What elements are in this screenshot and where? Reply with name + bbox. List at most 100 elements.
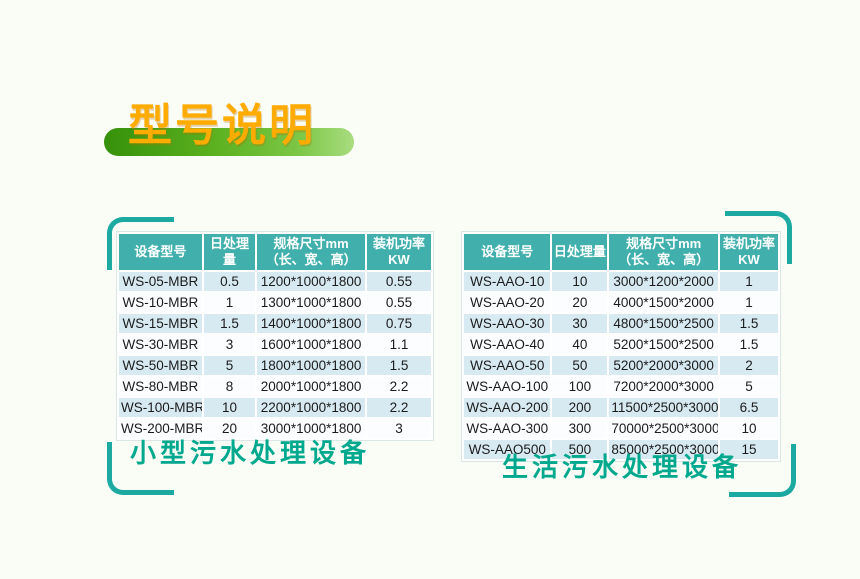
frame-corner-bottom-right-icon [729, 444, 796, 497]
table-cell: 15 [717, 438, 781, 461]
table-cell: 1 [717, 291, 781, 314]
table-cell: 3 [201, 333, 258, 356]
column-header: 装机功率 KW [365, 232, 433, 272]
table-row: WS-80-MBR 8 2000*1000*1800 2.2 [117, 375, 433, 398]
frame-corner-top-left-icon [107, 217, 174, 270]
table-cell: 50 [550, 354, 610, 377]
table-cell: 3 [365, 417, 433, 440]
table-cell: WS-30-MBR [117, 333, 204, 356]
table-cell: WS-AAO-300 [461, 417, 553, 440]
table-row: WS-AAO-40 40 5200*1500*2500 1.5 [461, 333, 781, 356]
small-equipment-caption: 小型污水处理设备 [130, 438, 371, 468]
table-cell: WS-AAO-100 [461, 375, 553, 398]
table-cell: 10 [717, 417, 781, 440]
table-cell: 5200*1500*2500 [607, 333, 720, 356]
table-row: WS-AAO-30 30 4800*1500*2500 1.5 [461, 312, 781, 335]
column-header: 设备型号 [117, 232, 204, 272]
table-cell: 20 [550, 291, 610, 314]
table-cell: WS-AAO-50 [461, 354, 553, 377]
table-cell: WS-AAO-20 [461, 291, 553, 314]
frame-corner-bottom-left-icon [107, 442, 174, 495]
table-row: WS-10-MBR 1 1300*1000*1800 0.55 [117, 291, 433, 314]
table-cell: 1.1 [365, 333, 433, 356]
table-row: WS-AAO-200 200 11500*2500*3000 6.5 [461, 396, 781, 419]
table-cell: WS-100-MBR [117, 396, 204, 419]
table-cell: WS-15-MBR [117, 312, 204, 335]
table-cell: 1200*1000*1800 [255, 270, 368, 293]
table-cell: 7200*2000*3000 [607, 375, 720, 398]
table-row: WS-AAO-50 50 5200*2000*3000 2 [461, 354, 781, 377]
table-cell: 5200*2000*3000 [607, 354, 720, 377]
table-row: WS-AAO-20 20 4000*1500*2000 1 [461, 291, 781, 314]
table-row: WS-AAO500 500 85000*2500*3000 15 [461, 438, 781, 461]
table-cell: 10 [201, 396, 258, 419]
table-cell: 300 [550, 417, 610, 440]
table-cell: 0.75 [365, 312, 433, 335]
table-cell: 2 [717, 354, 781, 377]
table-row: WS-05-MBR 0.5 1200*1000*1800 0.55 [117, 270, 433, 293]
table-row: WS-200-MBR 20 3000*1000*1800 3 [117, 417, 433, 440]
table-cell: 1.5 [717, 312, 781, 335]
small-equipment-table: 设备型号 日处理量 规格尺寸mm （长、宽、高） 装机功率 KW WS-05-MBR 0.5… [117, 232, 433, 440]
table-cell: 6.5 [717, 396, 781, 419]
table-cell: 0.55 [365, 291, 433, 314]
table-cell: 30 [550, 312, 610, 335]
frame-corner-top-right-icon [725, 211, 792, 264]
table-cell: WS-50-MBR [117, 354, 204, 377]
table-cell: WS-80-MBR [117, 375, 204, 398]
page-title: 型号说明 [128, 101, 316, 150]
column-header: 规格尺寸mm （长、宽、高） [255, 232, 368, 272]
column-header: 装机功率 KW [717, 232, 781, 272]
table-cell: WS-AAO-200 [461, 396, 553, 419]
table-row: WS-AAO-100 100 7200*2000*3000 5 [461, 375, 781, 398]
table-cell: 0.55 [365, 270, 433, 293]
table-cell: 10 [550, 270, 610, 293]
table-row: WS-15-MBR 1.5 1400*1000*1800 0.75 [117, 312, 433, 335]
table-cell: 2.2 [365, 375, 433, 398]
table-cell: 8 [201, 375, 258, 398]
table-cell: 2.2 [365, 396, 433, 419]
domestic-equipment-caption: 生活污水处理设备 [502, 452, 743, 482]
table-cell: 1 [201, 291, 258, 314]
table-cell: WS-AAO500 [461, 438, 553, 461]
table-cell: WS-05-MBR [117, 270, 204, 293]
table-row: WS-AAO-10 10 3000*1200*2000 1 [461, 270, 781, 293]
table-cell: 1800*1000*1800 [255, 354, 368, 377]
table-cell: 1600*1000*1800 [255, 333, 368, 356]
table-cell: 5 [201, 354, 258, 377]
table-cell: 200 [550, 396, 610, 419]
table-header-row: 设备型号 日处理量 规格尺寸mm （长、宽、高） 装机功率 KW [117, 232, 433, 272]
column-header: 日处理量 [550, 232, 610, 272]
table-cell: WS-10-MBR [117, 291, 204, 314]
table-cell: 85000*2500*3000 [607, 438, 720, 461]
domestic-equipment-table-container: 设备型号 日处理量 规格尺寸mm （长、宽、高） 装机功率 KW WS-AAO-10 10 3… [461, 232, 781, 461]
table-cell: 1400*1000*1800 [255, 312, 368, 335]
table-cell: 3000*1200*2000 [607, 270, 720, 293]
table-cell: 0.5 [201, 270, 258, 293]
column-header: 规格尺寸mm （长、宽、高） [607, 232, 720, 272]
table-cell: 2200*1000*1800 [255, 396, 368, 419]
table-cell: 70000*2500*3000 [607, 417, 720, 440]
table-row: WS-50-MBR 5 1800*1000*1800 1.5 [117, 354, 433, 377]
table-cell: 3000*1000*1800 [255, 417, 368, 440]
table-cell: WS-AAO-30 [461, 312, 553, 335]
table-cell: 1 [717, 270, 781, 293]
domestic-equipment-table: 设备型号 日处理量 规格尺寸mm （长、宽、高） 装机功率 KW WS-AAO-10 10 3… [461, 232, 781, 461]
table-cell: 40 [550, 333, 610, 356]
table-cell: 1.5 [717, 333, 781, 356]
table-cell: WS-AAO-40 [461, 333, 553, 356]
table-row: WS-AAO-300 300 70000*2500*3000 10 [461, 417, 781, 440]
table-cell: 2000*1000*1800 [255, 375, 368, 398]
table-cell: WS-AAO-10 [461, 270, 553, 293]
table-cell: 11500*2500*3000 [607, 396, 720, 419]
table-cell: 4800*1500*2500 [607, 312, 720, 335]
table-cell: 20 [201, 417, 258, 440]
table-cell: WS-200-MBR [117, 417, 204, 440]
table-cell: 500 [550, 438, 610, 461]
small-equipment-table-container: 设备型号 日处理量 规格尺寸mm （长、宽、高） 装机功率 KW WS-05-MBR 0.5… [117, 232, 433, 440]
table-row: WS-100-MBR 10 2200*1000*1800 2.2 [117, 396, 433, 419]
table-header-row: 设备型号 日处理量 规格尺寸mm （长、宽、高） 装机功率 KW [461, 232, 781, 272]
table-cell: 4000*1500*2000 [607, 291, 720, 314]
column-header: 设备型号 [461, 232, 553, 272]
